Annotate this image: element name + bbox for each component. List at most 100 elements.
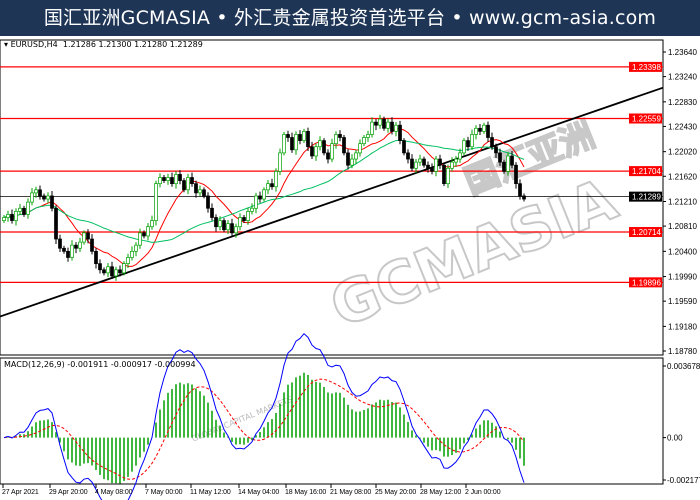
macd-signal-line [3,378,525,480]
candle-body [294,134,298,151]
candle-body [42,195,46,200]
candle-body [510,155,514,166]
candle-body [58,238,62,249]
candle-body [514,164,518,185]
y-tick-label: 1.20810 [668,222,697,231]
candle-body [14,210,18,221]
candle-body [474,127,478,135]
candle-body [226,223,230,231]
candle-body [230,223,234,234]
candle-body [166,177,170,181]
candle-body [146,226,150,237]
candle-body [2,217,6,221]
candle-body [382,118,386,129]
candle-body [442,164,446,185]
candle-body [98,263,102,271]
x-tick-label: 18 May 16:00 [285,489,327,496]
candle-body [158,177,162,185]
x-tick-label: 25 May 20:00 [375,489,417,496]
candle-body [522,195,526,200]
candle-body [74,244,78,249]
candle-body [266,183,270,191]
candle-body [174,174,178,185]
candle-body [330,143,334,160]
candle-body [114,269,118,277]
candle-body [138,232,142,246]
candle-body [422,158,426,166]
candle-body [402,140,406,154]
candle-body [90,238,94,252]
candle-body [286,134,290,138]
current-price-label: 1.21289 [632,193,661,202]
symbol-info: ▾ EURUSD,H4 1.21286 1.21300 1.21280 1.21… [4,40,203,49]
candle-body [222,220,226,231]
candle-body [350,158,354,166]
candle-body [454,158,458,163]
candle-body [270,183,274,188]
macd-y-tick-label: -0.002177 [667,476,700,485]
candle-body [182,180,186,191]
candle-body [390,121,394,132]
candle-body [378,118,382,126]
candle-body [438,158,442,166]
candle-body [374,121,378,126]
candle-body [414,161,418,169]
candle-body [50,195,54,209]
level-price-tag [629,61,662,72]
level-price-label: 1.21704 [632,167,661,176]
y-tick-label: 1.23240 [668,73,697,82]
x-tick-label: 14 May 04:00 [238,489,280,496]
ohlc-values: 1.21286 1.21300 1.21280 1.21289 [62,40,203,49]
main-panel [0,39,664,356]
candle-body [118,269,122,274]
candle-body [54,207,58,240]
level-price-tag [629,227,662,238]
candle-body [102,269,106,274]
candle-body [518,183,522,197]
candle-body [306,131,310,148]
macd-y-tick-label: 0.00 [667,434,683,443]
candle-body [186,177,190,191]
candle-body [346,152,350,166]
candle-body [342,137,346,154]
candle-body [30,192,34,203]
candle-body [462,140,466,154]
level-price-tag [629,166,662,177]
x-tick-label: 4 May 08:00 [95,489,133,496]
candle-body [78,241,82,249]
candle-body [126,257,130,264]
candle-body [130,250,134,258]
macd-y-tick-label: 0.003678 [667,362,700,371]
y-tick-label: 1.22020 [668,148,697,157]
candle-body [470,134,474,148]
candle-body [70,244,74,258]
y-tick-label: 1.20400 [668,247,697,256]
candle-body [38,189,42,197]
price-chart[interactable]: 1.23640 1.23240 1.22830 1.22430 1.22020 1.216… [0,36,700,500]
candle-body [254,195,258,209]
y-tick-label: 1.22430 [668,122,697,131]
candle-body [274,171,278,188]
candle-body [218,220,222,228]
candle-body [494,146,498,154]
candle-body [298,134,302,141]
candle-body [110,266,114,277]
candle-body [406,152,410,160]
y-tick-label: 1.19590 [668,297,697,306]
candle-body [458,152,462,160]
candle-body [450,161,454,169]
candle-body [134,244,138,252]
candle-body [206,195,210,209]
candle-body [394,124,398,132]
candle-body [446,167,450,185]
candle-body [194,183,198,194]
candle-body [150,220,154,228]
candle-body [486,124,490,138]
candle-body [282,134,286,154]
candle-body [26,201,30,215]
candle-body [246,210,250,221]
slow-ma-line [3,139,525,243]
dropdown-icon[interactable]: ▾ [4,40,11,49]
candle-body [326,152,330,160]
candle-body [258,195,262,200]
